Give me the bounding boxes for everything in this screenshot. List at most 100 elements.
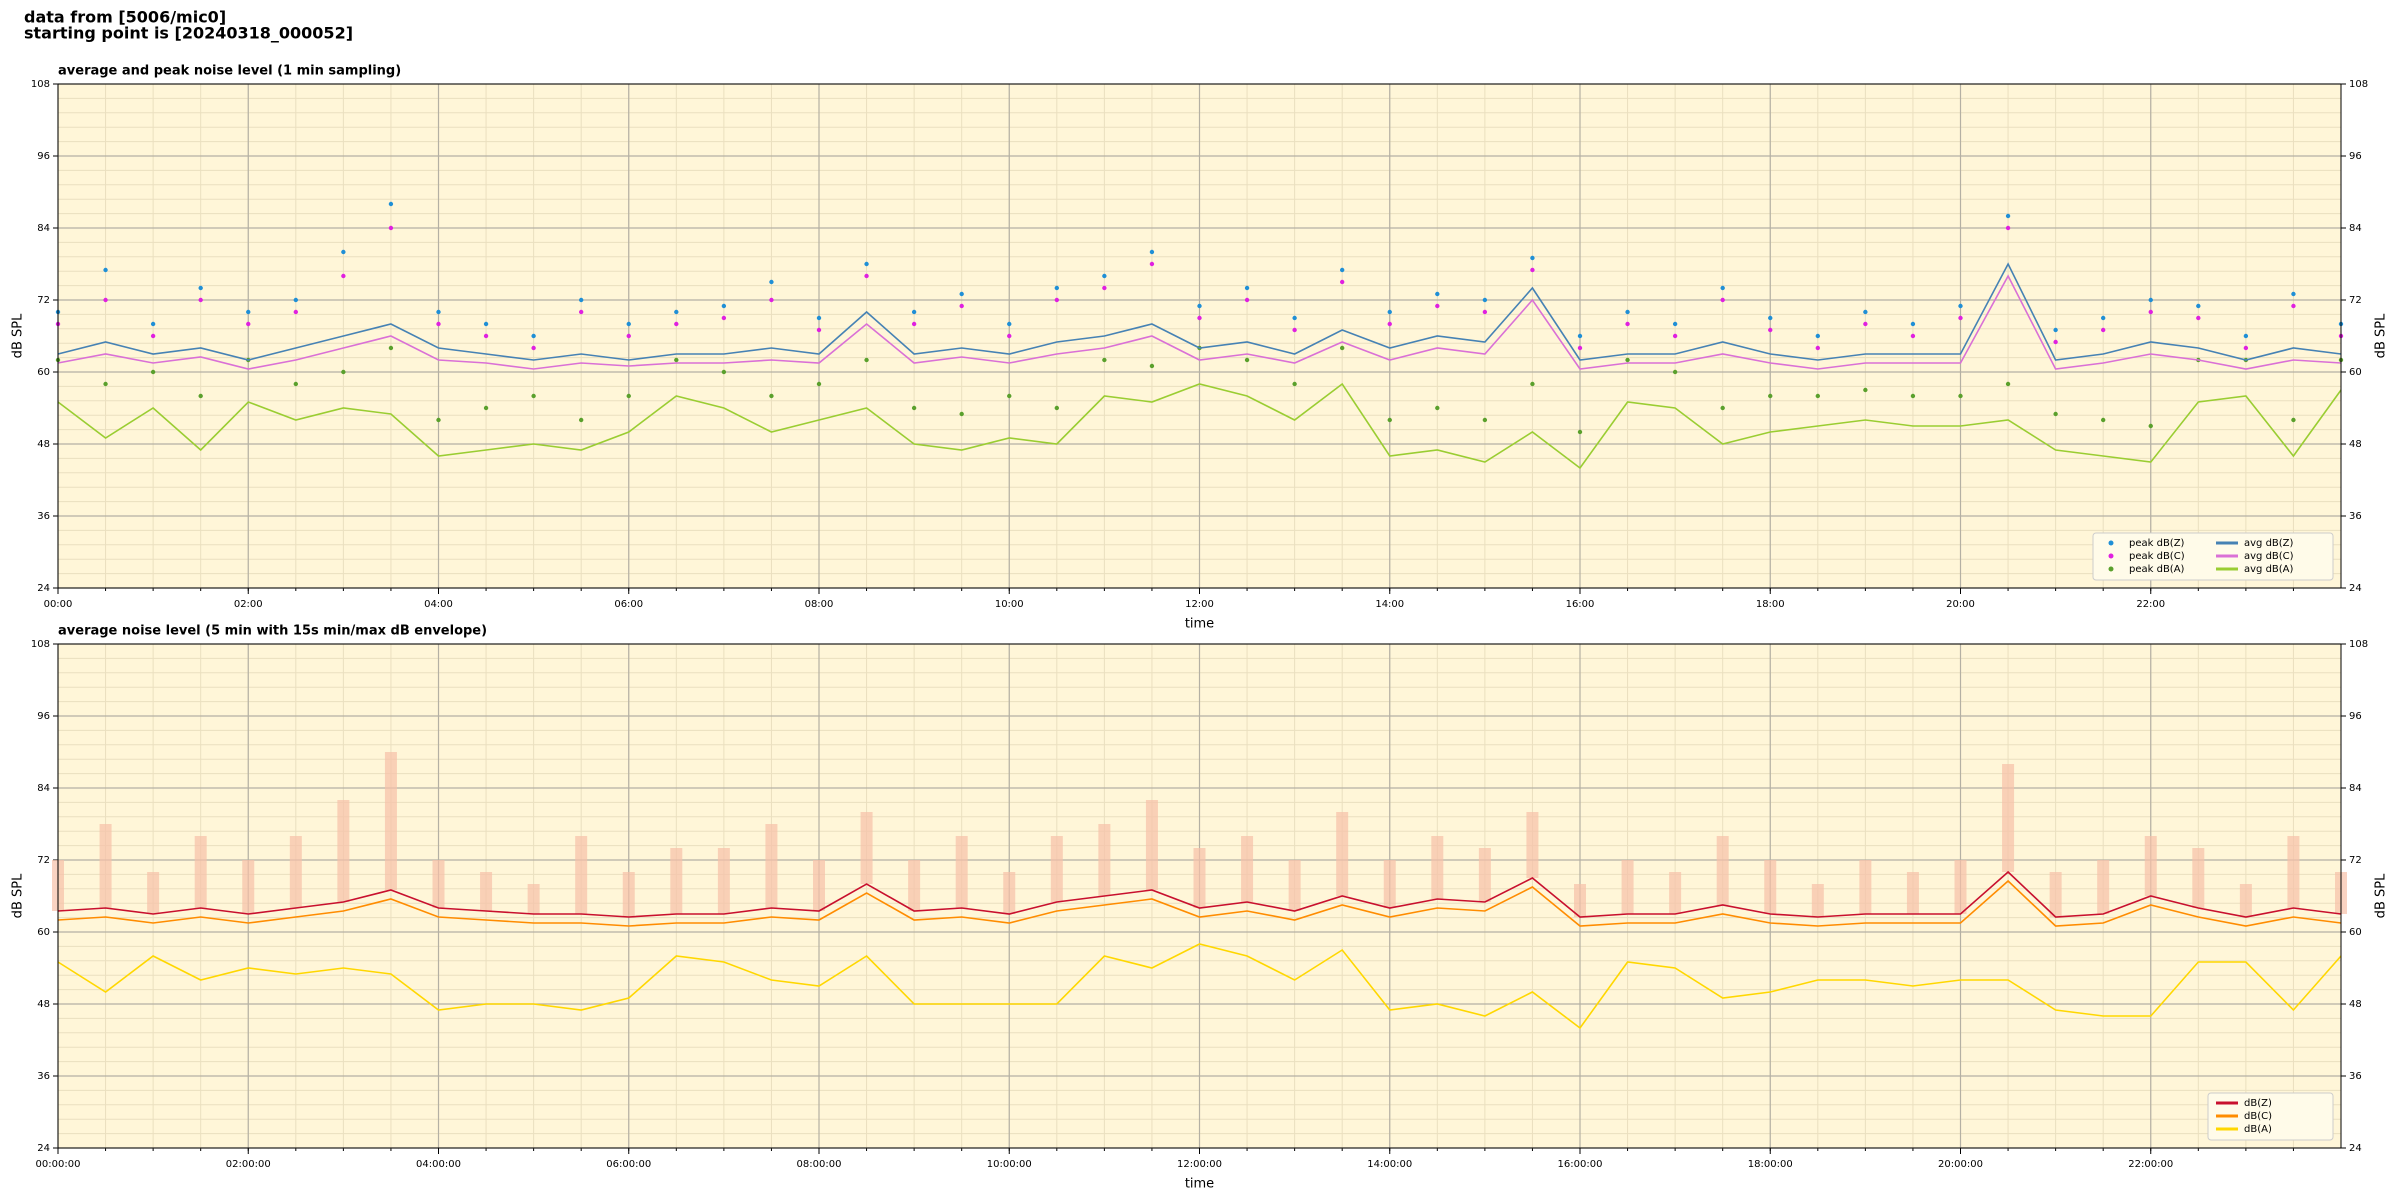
plot-frame (57, 83, 2342, 589)
peak-dot (959, 411, 964, 417)
envelope-band (1906, 872, 1919, 914)
peak-dot (721, 303, 727, 309)
peak-dot (1197, 303, 1202, 309)
x-tick-label: 02:00:00 (226, 1159, 271, 1170)
peak-dot (911, 405, 917, 411)
envelope-band (717, 848, 730, 914)
y-tick-label: 96 (2349, 151, 2362, 162)
envelope-band (432, 860, 445, 908)
envelope-band (2144, 836, 2157, 896)
envelope-band (1431, 836, 1444, 899)
peak-dot (1910, 321, 1916, 327)
peak-dot (1387, 417, 1392, 423)
peak-dot (1482, 417, 1488, 423)
peak-dot (1149, 261, 1155, 267)
legend-marker (2108, 540, 2114, 546)
envelope-band (1288, 860, 1301, 911)
peak-dot (721, 315, 727, 321)
legend-label: avg dB(C) (2244, 551, 2294, 562)
peak-dot (626, 321, 631, 327)
y-tick-label: 108 (31, 79, 50, 90)
y-tick-label: 48 (37, 999, 50, 1010)
peak-dot (1007, 393, 1012, 399)
y-axis-label: dB SPL (2374, 873, 2389, 918)
x-tick-label: 14:00:00 (1367, 1159, 1412, 1170)
envelope-band (575, 836, 588, 914)
peak-dot (341, 369, 346, 375)
legend-label: dB(Z) (2244, 1098, 2272, 1109)
peak-dot (1244, 357, 1250, 363)
peak-dot (388, 345, 394, 351)
x-tick-label: 22:00 (2136, 599, 2165, 610)
x-tick-label: 20:00:00 (1938, 1159, 1983, 1170)
peak-dot (1102, 273, 1107, 279)
peak-dot (198, 393, 203, 399)
peak-dot (959, 291, 964, 297)
y-tick-label: 36 (37, 1071, 50, 1082)
peak-dot (1244, 285, 1250, 291)
envelope-band (527, 884, 540, 914)
x-tick-label: 18:00 (1756, 599, 1785, 610)
peak-dot (341, 273, 346, 279)
peak-dot (1292, 381, 1297, 387)
series-line (57, 274, 2342, 370)
envelope-band (2239, 884, 2252, 917)
legend-box (2207, 1092, 2334, 1141)
legend-label: dB(A) (2244, 1124, 2272, 1135)
peak-dot (769, 393, 774, 399)
peak-dot (1435, 291, 1440, 297)
peak-dot (2005, 213, 2011, 219)
y-tick-label: 24 (37, 583, 50, 594)
y-tick-label: 60 (37, 927, 50, 938)
peak-dot (2196, 315, 2201, 321)
peak-dot (2243, 333, 2249, 339)
header-line: data from [5006/mic0] (24, 8, 226, 27)
envelope-band (2049, 872, 2062, 917)
peak-dot (1482, 309, 1488, 315)
envelope-band (1478, 848, 1491, 902)
legend-marker (2108, 553, 2114, 559)
peak-dot (2291, 417, 2296, 423)
x-tick-label: 18:00:00 (1748, 1159, 1793, 1170)
y-tick-label: 60 (2349, 367, 2362, 378)
x-tick-label: 06:00:00 (606, 1159, 651, 1170)
y-tick-label: 36 (2349, 1071, 2362, 1082)
legend-label: peak dB(C) (2129, 551, 2185, 562)
peak-dot (388, 201, 394, 207)
y-tick-label: 24 (2349, 1143, 2362, 1154)
peak-dot (436, 309, 441, 315)
peak-dot (1054, 405, 1060, 411)
envelope-band (384, 752, 397, 890)
envelope-band (147, 872, 160, 914)
x-axis-label: time (1185, 1177, 1214, 1192)
y-tick-label: 48 (2349, 439, 2362, 450)
peak-dot (1577, 345, 1583, 351)
peak-dot (531, 393, 536, 399)
peak-dot (246, 321, 251, 327)
peak-dot (198, 297, 203, 303)
peak-dot (483, 333, 489, 339)
peak-dot (1625, 357, 1630, 363)
y-tick-label: 48 (2349, 999, 2362, 1010)
x-tick-label: 20:00 (1946, 599, 1975, 610)
peak-dot (1958, 303, 1963, 309)
envelope-band (99, 824, 112, 908)
peak-dot (769, 297, 774, 303)
peak-dot (2100, 327, 2106, 333)
peak-dot (2100, 315, 2106, 321)
peak-dot (103, 267, 108, 273)
peak-dot (2243, 345, 2249, 351)
y-tick-label: 36 (37, 511, 50, 522)
peak-dot (150, 321, 156, 327)
envelope-band (813, 860, 825, 911)
peak-dot (959, 303, 964, 309)
peak-dot (911, 309, 917, 315)
peak-dot (1815, 393, 1821, 399)
peak-dot (1435, 405, 1440, 411)
peak-dot (1292, 315, 1297, 321)
envelope-band (1383, 860, 1396, 908)
peak-dot (436, 321, 441, 327)
peak-dot (1577, 429, 1583, 435)
y-tick-label: 48 (37, 439, 50, 450)
y-tick-label: 72 (2349, 855, 2362, 866)
